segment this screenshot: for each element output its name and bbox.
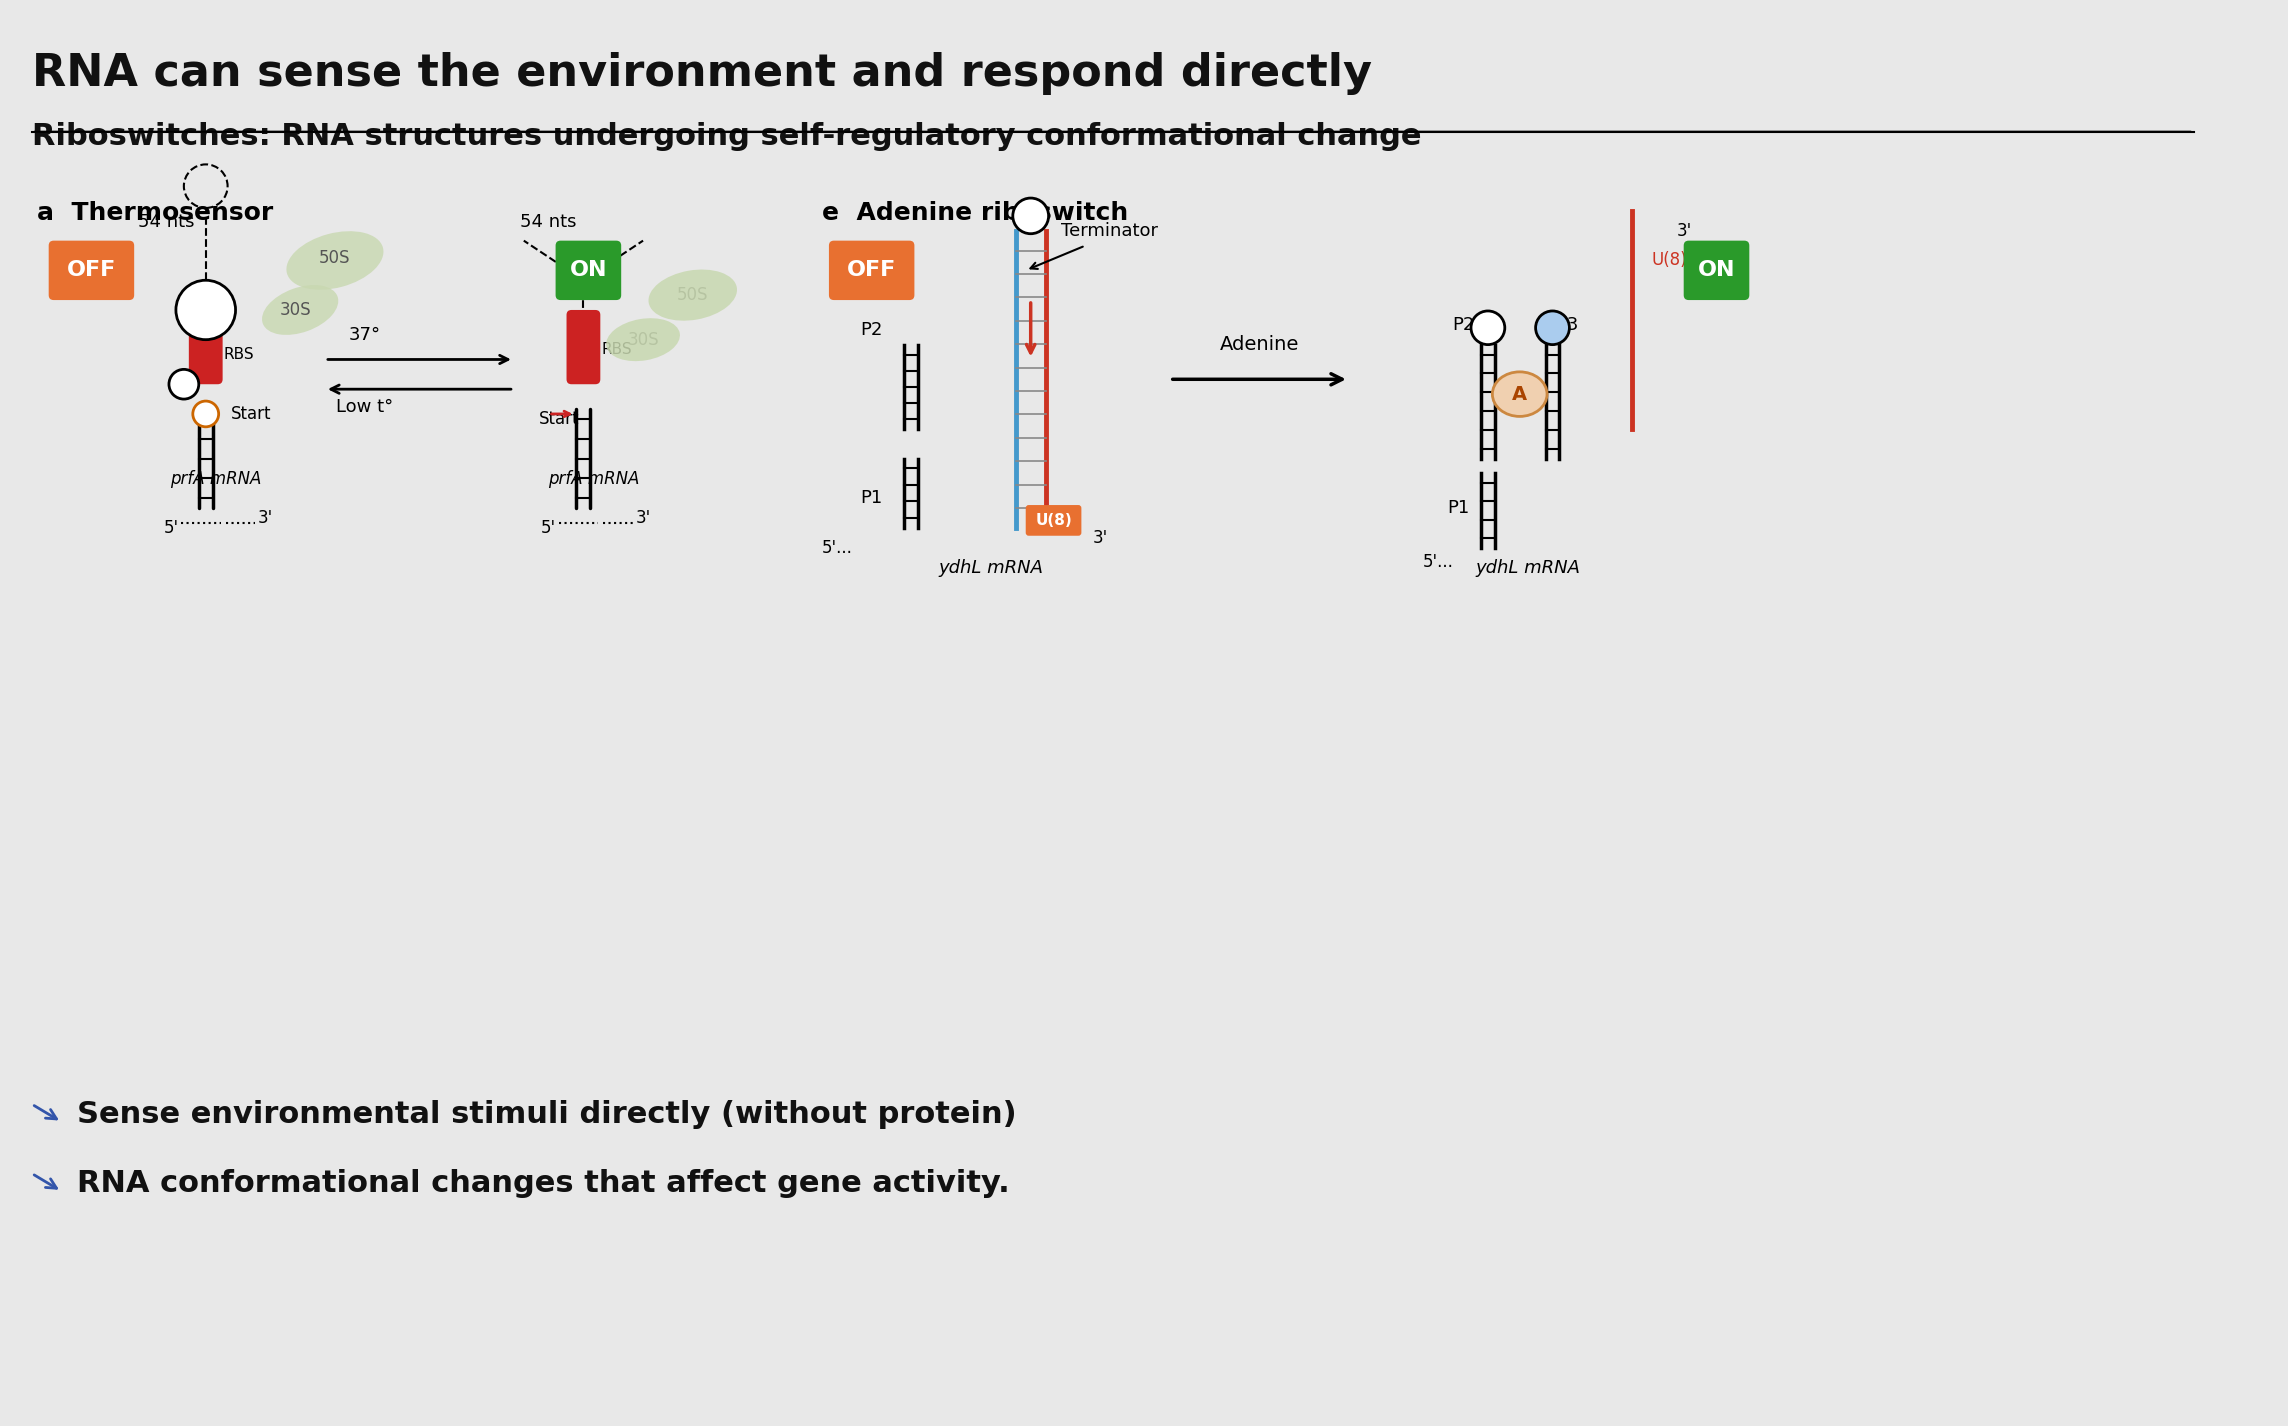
Text: 50S: 50S bbox=[320, 250, 350, 268]
FancyBboxPatch shape bbox=[1684, 241, 1750, 299]
Text: P2: P2 bbox=[1453, 315, 1473, 334]
Ellipse shape bbox=[648, 270, 737, 321]
Text: 30S: 30S bbox=[627, 331, 659, 349]
Text: P1: P1 bbox=[1446, 499, 1469, 518]
Text: Low t°: Low t° bbox=[336, 398, 394, 416]
Text: Start: Start bbox=[538, 409, 579, 428]
Circle shape bbox=[169, 369, 199, 399]
Text: 54 nts: 54 nts bbox=[137, 212, 194, 231]
Text: RNA can sense the environment and respond directly: RNA can sense the environment and respon… bbox=[32, 53, 1373, 96]
Text: 30S: 30S bbox=[279, 301, 311, 319]
Text: RNA conformational changes that affect gene activity.: RNA conformational changes that affect g… bbox=[76, 1169, 1009, 1198]
Text: ON: ON bbox=[570, 261, 606, 281]
Text: 5'...: 5'... bbox=[821, 539, 853, 556]
Text: RBS: RBS bbox=[602, 342, 631, 356]
FancyBboxPatch shape bbox=[1025, 505, 1082, 536]
Text: OFF: OFF bbox=[847, 261, 897, 281]
Ellipse shape bbox=[263, 285, 339, 335]
Text: ON: ON bbox=[1698, 261, 1734, 281]
Text: prfA mRNA: prfA mRNA bbox=[169, 471, 261, 488]
Text: 5'...: 5'... bbox=[1423, 553, 1453, 572]
Text: e  Adenine riboswitch: e Adenine riboswitch bbox=[821, 201, 1128, 225]
Text: ydhL mRNA: ydhL mRNA bbox=[1476, 559, 1581, 578]
Circle shape bbox=[1471, 311, 1506, 345]
Text: 3': 3' bbox=[636, 509, 650, 528]
Text: 3': 3' bbox=[1094, 529, 1107, 546]
Text: ydhL mRNA: ydhL mRNA bbox=[938, 559, 1043, 578]
Ellipse shape bbox=[606, 318, 680, 361]
FancyBboxPatch shape bbox=[190, 319, 222, 384]
Text: 5': 5' bbox=[540, 519, 556, 536]
Text: RBS: RBS bbox=[224, 347, 254, 362]
FancyBboxPatch shape bbox=[828, 241, 915, 299]
Text: OFF: OFF bbox=[66, 261, 117, 281]
Circle shape bbox=[176, 281, 236, 339]
Text: a  Thermosensor: a Thermosensor bbox=[37, 201, 272, 225]
Text: 5': 5' bbox=[162, 519, 178, 536]
Text: prfA mRNA: prfA mRNA bbox=[547, 471, 638, 488]
Text: P1: P1 bbox=[860, 489, 883, 508]
FancyBboxPatch shape bbox=[556, 241, 622, 299]
Text: 54 nts: 54 nts bbox=[519, 212, 577, 231]
Text: A: A bbox=[1512, 385, 1528, 404]
Text: 3': 3' bbox=[1677, 222, 1693, 240]
Circle shape bbox=[192, 401, 220, 426]
Text: P3: P3 bbox=[1556, 315, 1579, 334]
Text: U(8): U(8) bbox=[1652, 251, 1689, 270]
Text: P2: P2 bbox=[860, 321, 883, 339]
Circle shape bbox=[1014, 198, 1048, 234]
FancyBboxPatch shape bbox=[567, 309, 599, 384]
Text: 3': 3' bbox=[259, 509, 272, 528]
Ellipse shape bbox=[1492, 372, 1547, 416]
Text: Riboswitches: RNA structures undergoing self-regulatory conformational change: Riboswitches: RNA structures undergoing … bbox=[32, 121, 1421, 151]
Ellipse shape bbox=[286, 231, 384, 289]
FancyBboxPatch shape bbox=[48, 241, 135, 299]
Text: Terminator: Terminator bbox=[1062, 222, 1158, 240]
Circle shape bbox=[1535, 311, 1570, 345]
Text: 37°: 37° bbox=[348, 325, 380, 344]
Text: Adenine: Adenine bbox=[1220, 335, 1300, 354]
Text: Sense environmental stimuli directly (without protein): Sense environmental stimuli directly (wi… bbox=[76, 1099, 1016, 1128]
Text: Start: Start bbox=[231, 405, 270, 424]
Text: 50S: 50S bbox=[677, 287, 709, 304]
Text: U(8): U(8) bbox=[1034, 513, 1071, 529]
